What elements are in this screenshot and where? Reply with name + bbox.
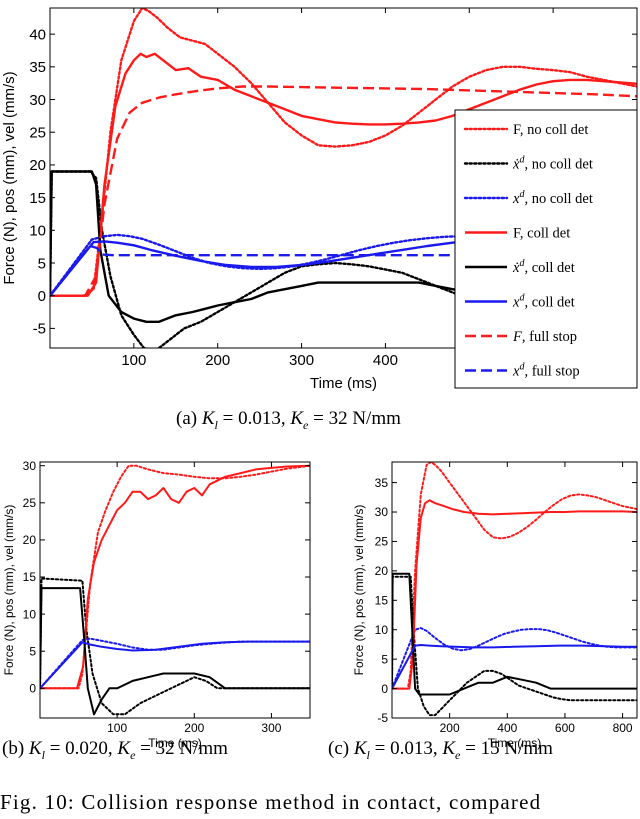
y-tick-label: 5 xyxy=(29,644,36,658)
x-tick-label: 100 xyxy=(121,352,146,369)
legend-entry-8: xd, full stop xyxy=(512,362,580,380)
x-tick-label: 800 xyxy=(613,721,633,735)
legend-box xyxy=(454,109,638,389)
series-line-2 xyxy=(392,575,637,717)
series-group xyxy=(40,464,310,716)
caption-c: (c) Kl = 0.013, Ke = 15 N/mm xyxy=(328,738,553,762)
x-tick-label: 400 xyxy=(497,721,517,735)
legend-entry-3: xd, no coll det xyxy=(512,189,593,207)
x-axis-label: Time (ms) xyxy=(148,736,202,750)
series-line-6 xyxy=(40,640,310,689)
series-line-4 xyxy=(40,464,310,690)
x-tick-label: 300 xyxy=(289,352,314,369)
x-tick-label: 200 xyxy=(184,721,204,735)
figure-caption: Fig. 10: Collision response method in co… xyxy=(0,790,542,814)
y-tick-label: 5 xyxy=(38,255,46,272)
y-axis-label: Force (N), pos (mm), vel (mm/s) xyxy=(352,505,366,676)
y-tick-label: 40 xyxy=(29,26,46,43)
y-tick-label: 25 xyxy=(375,535,389,549)
legend-entry-4: F, coll det xyxy=(513,226,570,242)
y-tick-label: 20 xyxy=(375,564,389,578)
chart-a: 100200300400500600-50510152025303540Time… xyxy=(1,7,638,392)
chart-c: 200 400 600 800 -5 0 5 10 15 20 25 30 35 Time (ms) For… xyxy=(352,461,638,750)
y-tick-label: 30 xyxy=(23,459,37,473)
series-group xyxy=(50,8,637,348)
y-tick-label: 15 xyxy=(23,570,37,584)
series-line-3 xyxy=(392,627,637,690)
series-line-5 xyxy=(40,587,310,716)
y-tick-label: -5 xyxy=(377,711,388,725)
y-tick-label: 30 xyxy=(29,92,46,109)
y-tick-label: -5 xyxy=(33,321,46,338)
x-tick-label: 300 xyxy=(261,721,281,735)
x-tick-label: 200 xyxy=(440,721,460,735)
caption-b: (b) Kl = 0.020, Ke = 32 N/mm xyxy=(2,738,228,762)
series-line-1 xyxy=(392,462,637,690)
y-tick-label: 0 xyxy=(29,682,36,696)
y-tick-label: 25 xyxy=(29,124,46,141)
x-tick-label: 400 xyxy=(373,352,398,369)
caption-a: (a) Kl = 0.013, Ke = 32 N/mm xyxy=(176,408,401,432)
x-axis-label: Time (ms) xyxy=(310,375,377,392)
y-tick-label: 25 xyxy=(23,496,37,510)
y-tick-label: 35 xyxy=(375,476,389,490)
chart-b: 100 200 300 0 5 10 15 20 25 30 Time (ms) Force (N),… xyxy=(2,459,311,750)
y-tick-label: 10 xyxy=(23,607,37,621)
y-tick-label: 20 xyxy=(23,533,37,547)
y-axis-label: Force (N), pos (mm), vel (mm/s) xyxy=(2,505,16,676)
y-axis-label: Force (N), pos (mm), vel (mm/s) xyxy=(1,71,18,284)
series-line-5 xyxy=(392,572,637,696)
legend-entry-1: F, no coll det xyxy=(513,122,588,138)
y-tick-label: 30 xyxy=(375,505,389,519)
y-tick-label: 20 xyxy=(29,157,46,174)
y-tick-label: 10 xyxy=(375,623,389,637)
axes-box xyxy=(39,461,311,719)
series-line-4 xyxy=(392,499,637,690)
y-tick-label: 0 xyxy=(381,682,388,696)
series-line-4 xyxy=(50,52,637,297)
y-tick-label: 15 xyxy=(29,190,46,207)
y-tick-label: 0 xyxy=(38,288,46,305)
legend-entry-6: xd, coll det xyxy=(512,293,575,311)
x-axis-label: Time (ms) xyxy=(488,736,542,750)
y-tick-label: 15 xyxy=(375,593,389,607)
series-line-6 xyxy=(392,644,637,690)
x-tick-label: 600 xyxy=(555,721,575,735)
x-tick-label: 200 xyxy=(205,352,230,369)
y-tick-label: 35 xyxy=(29,59,46,76)
axes-box xyxy=(391,461,638,719)
legend-entry-7: F, full stop xyxy=(512,329,577,345)
y-tick-label: 10 xyxy=(29,223,46,240)
x-tick-label: 100 xyxy=(107,721,127,735)
series-line-1 xyxy=(50,8,637,297)
legend-entry-2: ẋd, no coll det xyxy=(512,155,593,173)
y-tick-label: 5 xyxy=(381,652,388,666)
series-group xyxy=(392,462,637,717)
legend-entry-5: ẋd, coll det xyxy=(512,258,575,276)
series-line-1 xyxy=(40,464,310,690)
series-line-7 xyxy=(50,85,637,297)
legend: F, no coll det ẋd, no coll det xd, no coll… xyxy=(454,109,638,389)
series-line-8 xyxy=(50,244,637,297)
